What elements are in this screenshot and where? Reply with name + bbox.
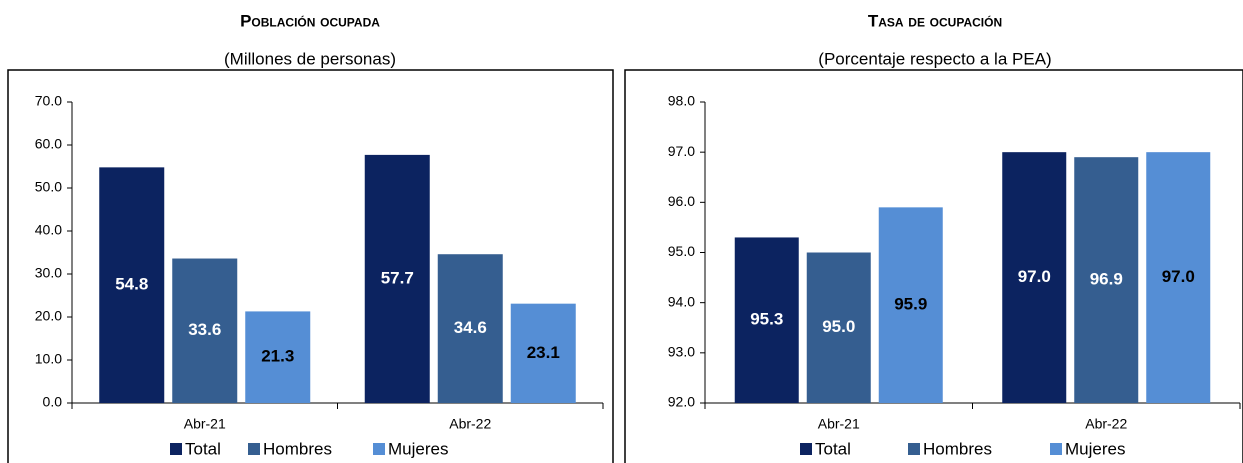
- y-tick-label: 50.0: [35, 179, 62, 195]
- legend-label: Mujeres: [1065, 439, 1125, 458]
- value-label: 97.0: [1018, 267, 1051, 286]
- legend-label: Mujeres: [388, 439, 448, 458]
- y-tick-label: 94.0: [668, 293, 695, 309]
- bar: [510, 303, 576, 403]
- x-tick-label: Abr-21: [818, 416, 860, 432]
- x-tick-label: Abr-22: [1085, 416, 1127, 432]
- value-label: 95.9: [894, 295, 927, 314]
- chart-frame: [7, 69, 614, 463]
- legend-label: Hombres: [263, 439, 332, 458]
- y-tick-label: 95.0: [668, 243, 695, 259]
- y-tick-label: 20.0: [35, 308, 62, 324]
- value-label: 54.8: [115, 275, 148, 294]
- value-label: 33.6: [188, 320, 221, 339]
- y-tick-label: 70.0: [35, 93, 62, 109]
- y-tick-label: 98.0: [668, 93, 695, 109]
- bar: [437, 254, 503, 403]
- chart-title: Población ocupada: [240, 11, 380, 30]
- legend-swatch: [170, 443, 182, 455]
- bar: [364, 154, 430, 403]
- legend-swatch: [248, 443, 260, 455]
- chart-subtitle: (Porcentaje respecto a la PEA): [818, 49, 1051, 68]
- legend-swatch: [1050, 443, 1062, 455]
- y-tick-label: 97.0: [668, 143, 695, 159]
- value-label: 57.7: [381, 268, 414, 287]
- bar: [1146, 152, 1211, 403]
- legend-swatch: [908, 443, 920, 455]
- y-tick-label: 10.0: [35, 351, 62, 367]
- bar: [99, 167, 165, 403]
- value-label: 97.0: [1162, 267, 1195, 286]
- y-tick-label: 96.0: [668, 193, 695, 209]
- bar: [806, 252, 871, 403]
- bar: [172, 258, 238, 403]
- value-label: 21.3: [261, 347, 294, 366]
- y-tick-label: 93.0: [668, 344, 695, 360]
- y-tick-label: 30.0: [35, 265, 62, 281]
- legend-swatch: [373, 443, 385, 455]
- x-tick-label: Abr-21: [184, 416, 226, 432]
- legend-label: Hombres: [923, 439, 992, 458]
- chart-frame: [624, 69, 1243, 463]
- bar: [1002, 152, 1067, 403]
- value-label: 95.3: [750, 310, 783, 329]
- value-label: 34.6: [454, 318, 487, 337]
- value-label: 95.0: [822, 317, 855, 336]
- value-label: 96.9: [1090, 270, 1123, 289]
- bar: [245, 311, 311, 403]
- bar: [878, 207, 943, 403]
- bar: [734, 237, 799, 403]
- chart-subtitle: (Millones de personas): [224, 49, 396, 68]
- x-tick-label: Abr-22: [449, 416, 491, 432]
- y-tick-label: 0.0: [43, 394, 63, 410]
- legend-swatch: [800, 443, 812, 455]
- y-tick-label: 60.0: [35, 136, 62, 152]
- y-tick-label: 40.0: [35, 222, 62, 238]
- chart-title: Tasa de ocupación: [868, 11, 1002, 30]
- legend-label: Total: [185, 439, 221, 458]
- bar: [1074, 157, 1139, 403]
- legend-label: Total: [815, 439, 851, 458]
- value-label: 23.1: [527, 343, 560, 362]
- y-tick-label: 92.0: [668, 394, 695, 410]
